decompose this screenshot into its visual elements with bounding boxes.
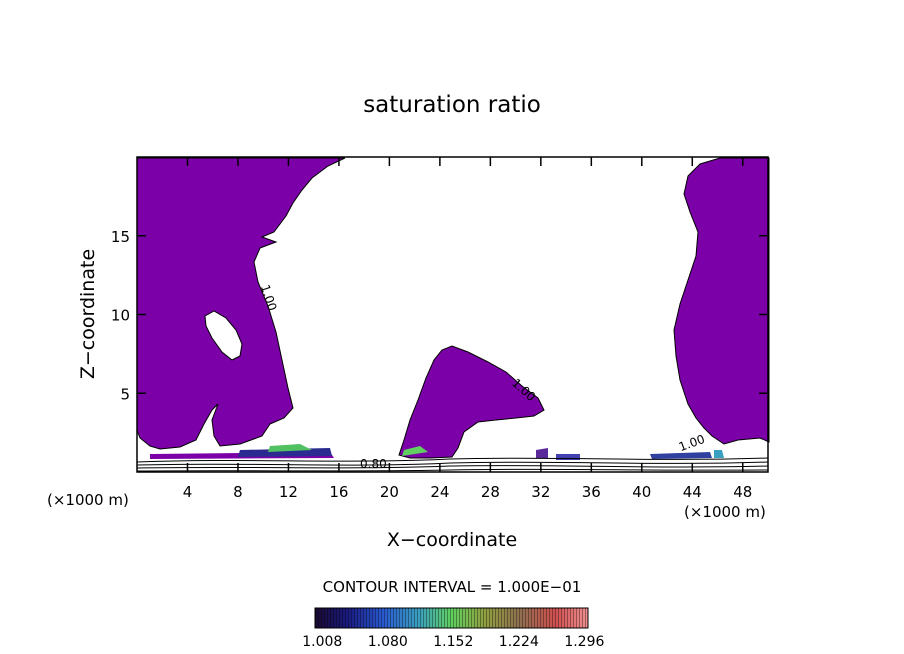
lower-patches-right: [650, 452, 712, 459]
lower-patch-green-1: [268, 444, 312, 452]
contour-interval-text: CONTOUR INTERVAL = 1.000E−01: [323, 578, 582, 596]
colorbar-lines: [315, 608, 588, 628]
x-tick-label: 8: [233, 483, 243, 501]
colorbar-tick-label: 1.296: [564, 634, 604, 650]
x-tick-label: 48: [733, 483, 752, 501]
x-tick-label: 36: [582, 483, 601, 501]
x-tick-label: 20: [380, 483, 399, 501]
right-purple-region: [673, 157, 770, 445]
lower-patch-cyan: [714, 450, 724, 458]
colorbar-tick-label: 1.080: [368, 634, 408, 650]
center-purple-region: [398, 345, 545, 459]
colorbar-tick-label: 1.008: [302, 634, 342, 650]
lower-patch-green-2: [402, 446, 428, 456]
colorbar-tick-label: 1.152: [433, 634, 473, 650]
contour-label: 0.80: [360, 457, 387, 471]
colorbar-ticks: 1.008 1.080 1.152 1.224 1.296: [302, 634, 604, 650]
y-axis-label: Z−coordinate: [77, 249, 99, 379]
x-axis-ticks: 4 8 12 16 20 24 28 32 36 40 44 48: [183, 157, 752, 501]
x-tick-label: 4: [183, 483, 193, 501]
x-tick-label: 40: [632, 483, 651, 501]
x-tick-label: 28: [481, 483, 500, 501]
low-level-contours: [136, 457, 769, 472]
lower-patches-left: [238, 448, 332, 457]
x-unit-left: (×1000 m): [47, 491, 129, 509]
lower-patch-mid: [536, 448, 548, 458]
lower-patch-mid2: [556, 454, 580, 460]
colorbar-tick-label: 1.224: [499, 634, 539, 650]
left-region-hole: [204, 310, 243, 361]
y-tick-label: 5: [120, 385, 130, 403]
y-tick-label: 15: [111, 228, 130, 246]
x-unit-right: (×1000 m): [684, 503, 766, 521]
x-tick-label: 24: [430, 483, 449, 501]
x-tick-label: 32: [531, 483, 550, 501]
y-tick-label: 10: [111, 307, 130, 325]
x-tick-label: 12: [279, 483, 298, 501]
supersaturated-regions: [136, 157, 770, 460]
x-tick-label: 44: [683, 483, 702, 501]
left-purple-region: [136, 157, 346, 450]
x-tick-label: 16: [329, 483, 348, 501]
y-axis-ticks: 5 10 15: [111, 228, 768, 403]
chart-title: saturation ratio: [363, 92, 541, 118]
contour-label: 1.00: [677, 432, 707, 454]
x-axis-label: X−coordinate: [387, 529, 517, 551]
